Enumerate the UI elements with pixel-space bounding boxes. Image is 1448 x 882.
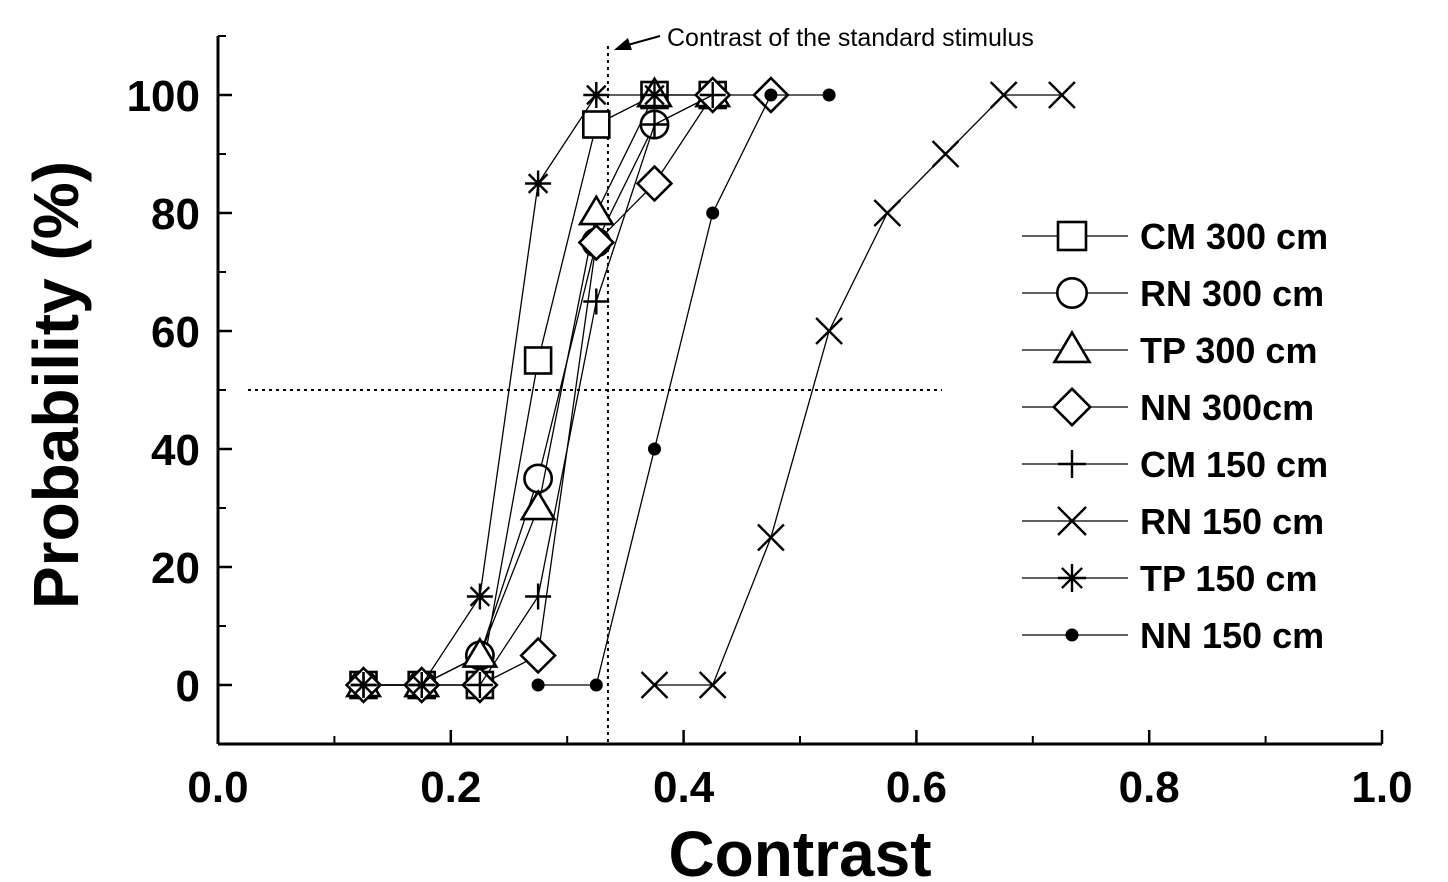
- y-tick-label: 40: [151, 426, 200, 475]
- legend-marker: [1056, 276, 1089, 309]
- legend-label: RN 300 cm: [1140, 273, 1324, 314]
- legend-label: NN 150 cm: [1140, 615, 1324, 656]
- reference-lines: [248, 35, 942, 744]
- data-point: [519, 489, 557, 521]
- legend-entry: NN 150 cm: [1022, 615, 1324, 656]
- data-point: [581, 110, 611, 139]
- data-point: [466, 583, 493, 610]
- legend-marker: [1058, 564, 1086, 592]
- legend-marker: [1052, 329, 1092, 364]
- data-point: [764, 88, 778, 102]
- series-nn-150-cm: [531, 88, 836, 692]
- data-point: [523, 346, 553, 375]
- legend-marker: [1065, 628, 1079, 642]
- legend-entry: NN 300cm: [1022, 386, 1314, 428]
- data-point: [577, 223, 616, 262]
- series-line: [363, 124, 656, 686]
- y-tick-label: 0: [176, 662, 200, 711]
- data-point: [757, 523, 785, 552]
- legend: CM 300 cm RN 300 cm TP 300 cm NN 300cm CM 15…: [1022, 216, 1328, 656]
- legend-entry: TP 300 cm: [1022, 329, 1317, 371]
- data-point: [589, 678, 603, 692]
- data-point: [706, 206, 720, 220]
- legend-entry: TP 150 cm: [1022, 558, 1317, 599]
- legend-marker: [1057, 506, 1087, 536]
- legend-marker: [1056, 220, 1088, 252]
- data-point: [583, 288, 610, 315]
- data-point: [531, 678, 545, 692]
- series-rn-150-cm: [640, 81, 1076, 699]
- data-point: [641, 82, 668, 108]
- standard-stimulus-annotation: Contrast of the standard stimulus: [667, 24, 1034, 52]
- y-axis-title: Probability (%): [20, 161, 92, 609]
- data-point: [815, 317, 843, 345]
- data-point: [635, 164, 674, 203]
- y-tick-label: 100: [127, 72, 200, 121]
- data-point: [525, 170, 552, 197]
- legend-entry: CM 300 cm: [1022, 216, 1328, 257]
- data-point: [822, 88, 836, 102]
- plot-area: [344, 76, 1076, 704]
- legend-entry: RN 150 cm: [1022, 501, 1324, 542]
- legend-label: CM 150 cm: [1140, 444, 1328, 485]
- legend-label: TP 150 cm: [1140, 558, 1317, 599]
- data-point: [350, 672, 377, 698]
- data-point: [873, 199, 902, 227]
- y-tick-label: 20: [151, 544, 200, 593]
- annotation-arrow-head: [613, 38, 632, 50]
- data-point: [699, 82, 726, 108]
- series-nn-300cm: [344, 76, 790, 704]
- data-point: [466, 672, 493, 698]
- data-point: [519, 636, 557, 675]
- data-point: [525, 583, 552, 610]
- x-tick-label: 0.4: [653, 763, 715, 812]
- data-point: [931, 140, 960, 168]
- data-point: [989, 81, 1018, 109]
- legend-label: NN 300cm: [1140, 387, 1314, 428]
- series-tp-150-cm: [350, 82, 668, 698]
- data-point: [408, 672, 435, 698]
- data-point: [523, 463, 554, 494]
- x-tick-label: 0.6: [886, 763, 947, 812]
- x-tick-label: 1.0: [1351, 763, 1412, 812]
- legend-label: CM 300 cm: [1140, 216, 1328, 257]
- legend-label: TP 300 cm: [1140, 330, 1317, 371]
- legend-entry: RN 300 cm: [1022, 273, 1324, 314]
- x-tick-label: 0.8: [1119, 763, 1180, 812]
- x-axis-title: Contrast: [668, 818, 931, 882]
- y-tick-label: 80: [151, 190, 200, 239]
- data-point: [1048, 81, 1076, 109]
- data-point: [648, 442, 661, 456]
- legend-marker: [1058, 450, 1086, 478]
- x-tick-label: 0.2: [420, 763, 481, 812]
- x-tick-label: 0.0: [187, 763, 248, 812]
- legend-label: RN 150 cm: [1140, 501, 1324, 542]
- data-point: [640, 671, 669, 699]
- series-rn-300-cm: [348, 109, 670, 700]
- data-point: [641, 111, 668, 138]
- legend-entry: CM 150 cm: [1022, 444, 1328, 485]
- data-point: [698, 671, 727, 699]
- tick-labels: 0.0 0.2 0.4 0.6 0.8 1.0 0 20 40 60 80 100: [127, 72, 1413, 812]
- legend-marker: [1051, 386, 1093, 428]
- data-point: [583, 82, 610, 108]
- chart-axes: [216, 35, 1384, 746]
- y-tick-label: 60: [151, 308, 200, 357]
- series-line: [538, 94, 830, 686]
